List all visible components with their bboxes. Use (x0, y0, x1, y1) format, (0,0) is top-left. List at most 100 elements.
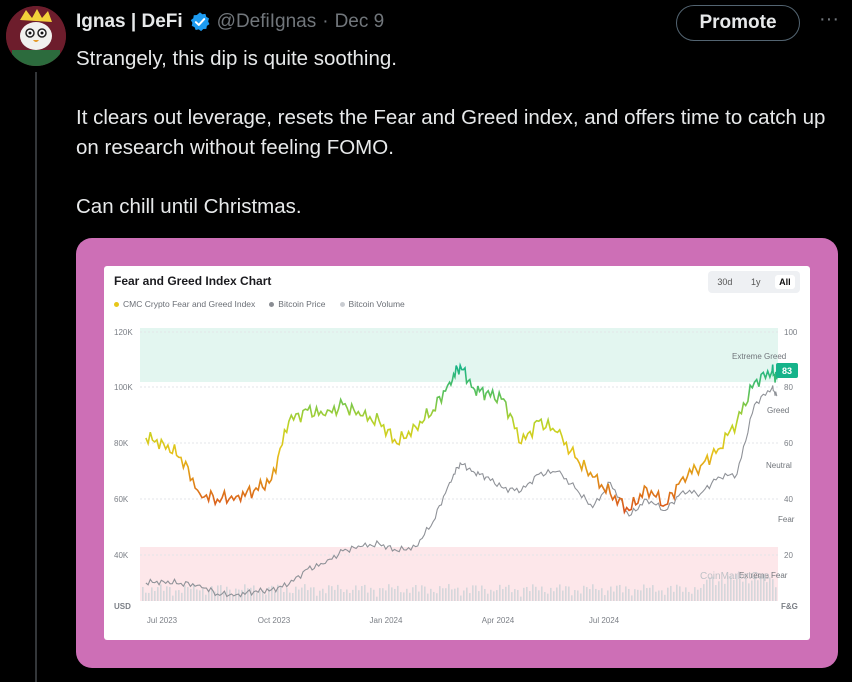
zone-label: Extreme Fear (739, 571, 788, 580)
volume-bar (652, 585, 654, 601)
chart-legend: CMC Crypto Fear and Greed Index Bitcoin … (114, 299, 405, 309)
volume-bar (616, 585, 618, 601)
volume-bar (379, 588, 381, 601)
volume-bar (166, 586, 168, 601)
volume-bar (154, 591, 156, 601)
volume-bar (340, 589, 342, 601)
right-tick-label: 100 (784, 328, 798, 337)
volume-bar (301, 587, 303, 601)
volume-bar (445, 588, 447, 601)
tweet-date[interactable]: Dec 9 (334, 11, 385, 32)
volume-bar (160, 584, 162, 601)
volume-bar (463, 590, 465, 601)
volume-bar (469, 593, 471, 601)
volume-bar (523, 587, 525, 601)
tweet-text: Strangely, this dip is quite soothing. I… (76, 44, 836, 251)
volume-bar (184, 585, 186, 601)
watermark: CoinMarketCap (700, 571, 770, 582)
volume-bar (400, 592, 402, 601)
extreme-fear-zone (140, 547, 778, 601)
range-tab-1y[interactable]: 1y (750, 277, 761, 287)
volume-bar (628, 588, 630, 601)
current-value-box (776, 363, 798, 378)
avatar[interactable] (6, 6, 66, 66)
volume-bar (547, 593, 549, 601)
more-icon[interactable]: ··· (819, 8, 839, 30)
volume-bar (196, 589, 198, 601)
volume-bar (484, 588, 486, 601)
volume-bar (442, 588, 444, 601)
volume-bar (412, 587, 414, 601)
volume-bar (715, 585, 717, 601)
volume-bar (766, 582, 768, 601)
volume-bar (754, 575, 756, 601)
volume-bar (217, 585, 219, 601)
zone-label: Greed (767, 406, 789, 415)
volume-bar (325, 593, 327, 601)
volume-bar (202, 588, 204, 601)
volume-bar (673, 591, 675, 601)
author-name[interactable]: Ignas | DeFi (76, 11, 183, 32)
volume-bar (286, 587, 288, 601)
volume-bar (172, 595, 174, 601)
fear-greed-line (145, 362, 778, 515)
volume-bar (772, 579, 774, 601)
volume-bar (280, 586, 282, 601)
volume-bar (367, 592, 369, 601)
volume-bar (703, 584, 705, 601)
volume-bar (385, 590, 387, 601)
volume-bar (541, 586, 543, 601)
zone-label: Neutral (766, 461, 792, 470)
volume-bar (328, 585, 330, 601)
volume-bar (694, 587, 696, 601)
x-tick-label: Jan 2024 (370, 616, 403, 625)
left-tick-label: 100K (114, 383, 133, 392)
volume-bar (316, 595, 318, 601)
volume-bar (151, 587, 153, 601)
range-tab-all[interactable]: All (775, 275, 795, 289)
volume-bar (403, 592, 405, 601)
volume-bar (688, 591, 690, 601)
volume-bar (406, 588, 408, 601)
volume-bar (349, 593, 351, 601)
volume-bar (742, 581, 744, 601)
volume-bar (208, 589, 210, 601)
volume-bar (622, 592, 624, 601)
thread-line (35, 72, 37, 682)
tweet-paragraph: It clears out leverage, resets the Fear … (76, 106, 826, 159)
volume-bar (757, 580, 759, 601)
volume-bar (358, 590, 360, 601)
current-value-badge: 83 (776, 363, 798, 378)
volume-bar (763, 574, 765, 601)
range-tab-30d[interactable]: 30d (717, 277, 733, 287)
volume-bar (142, 586, 144, 601)
volume-bar (532, 584, 534, 601)
tweet-header: Ignas | DeFi @DefiIgnas · Dec 9 (76, 8, 384, 36)
volume-bar (676, 584, 678, 601)
volume-bar (733, 580, 735, 601)
volume-bar (331, 586, 333, 601)
volume-bar (430, 588, 432, 601)
bitcoin-price-line (145, 385, 778, 598)
volume-bar (187, 587, 189, 601)
volume-bar (343, 591, 345, 601)
volume-bar (682, 591, 684, 601)
volume-bar (601, 588, 603, 601)
volume-bar (769, 577, 771, 601)
legend-swatch (269, 301, 275, 307)
x-tick-label: Apr 2024 (482, 616, 515, 625)
volume-bar (175, 590, 177, 601)
chart-card: Fear and Greed Index Chart 30d 1y All CM… (104, 266, 810, 640)
volume-bar (256, 592, 258, 601)
volume-bar (382, 588, 384, 601)
volume-bar (454, 588, 456, 601)
tweet-media[interactable]: Fear and Greed Index Chart 30d 1y All CM… (76, 238, 838, 668)
volume-bar (550, 587, 552, 601)
volume-bar (169, 587, 171, 601)
volume-bar (262, 589, 264, 601)
promote-button[interactable]: Promote (676, 5, 800, 41)
author-handle[interactable]: @DefiIgnas (216, 11, 317, 32)
volume-bar (511, 592, 513, 601)
volume-bar (289, 592, 291, 601)
volume-bar (529, 591, 531, 601)
